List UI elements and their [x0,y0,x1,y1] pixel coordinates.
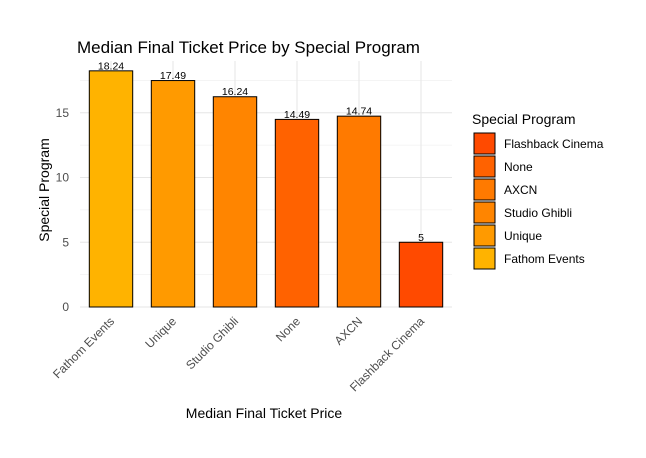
legend-key [473,155,496,178]
legend-key [473,178,496,201]
data-label: 17.49 [160,70,186,82]
data-label: 18.24 [98,60,124,72]
legend-label: Fathom Events [504,252,585,266]
grid [80,61,452,308]
legend-key [473,201,496,224]
data-label: 14.74 [346,106,372,118]
legend-label: AXCN [504,183,537,197]
x-tick-label: Fathom Events [50,314,117,381]
legend-key [473,247,496,270]
legend-label: Studio Ghibli [504,206,572,220]
y-tick-labels: 0 5 10 15 [56,106,70,314]
legend: Flashback Cinema None AXCN Studio Ghibli Uni… [473,132,604,270]
y-axis-label: Special Program [36,138,52,242]
data-label: 5 [418,232,424,244]
bar [274,118,320,308]
bar [212,96,258,308]
y-tick-label: 5 [62,235,69,249]
x-tick-label: None [273,314,303,344]
bar [398,241,444,308]
legend-key [473,224,496,247]
x-axis-label: Median Final Ticket Price [186,405,343,421]
bar [336,115,382,308]
bars: 18.24 17.49 16.24 14.49 14.74 5 [88,60,444,308]
bar [88,70,134,308]
legend-title: Special Program [472,111,576,127]
x-tick-label: Studio Ghibli [183,314,241,372]
legend-label: None [504,160,533,174]
legend-label: Flashback Cinema [504,137,604,151]
legend-label: Unique [504,229,542,243]
legend-key [473,132,496,155]
y-tick-label: 0 [62,300,69,314]
chart-title: Median Final Ticket Price by Special Pro… [77,38,420,57]
bar [150,80,196,308]
x-tick-label: AXCN [332,314,365,347]
y-tick-label: 15 [56,106,70,120]
data-label: 14.49 [284,109,310,121]
y-tick-label: 10 [56,171,70,185]
data-label: 16.24 [222,86,248,98]
x-tick-label: Unique [142,314,179,351]
x-tick-labels: Fathom Events Unique Studio Ghibli None AXCN… [50,314,427,394]
